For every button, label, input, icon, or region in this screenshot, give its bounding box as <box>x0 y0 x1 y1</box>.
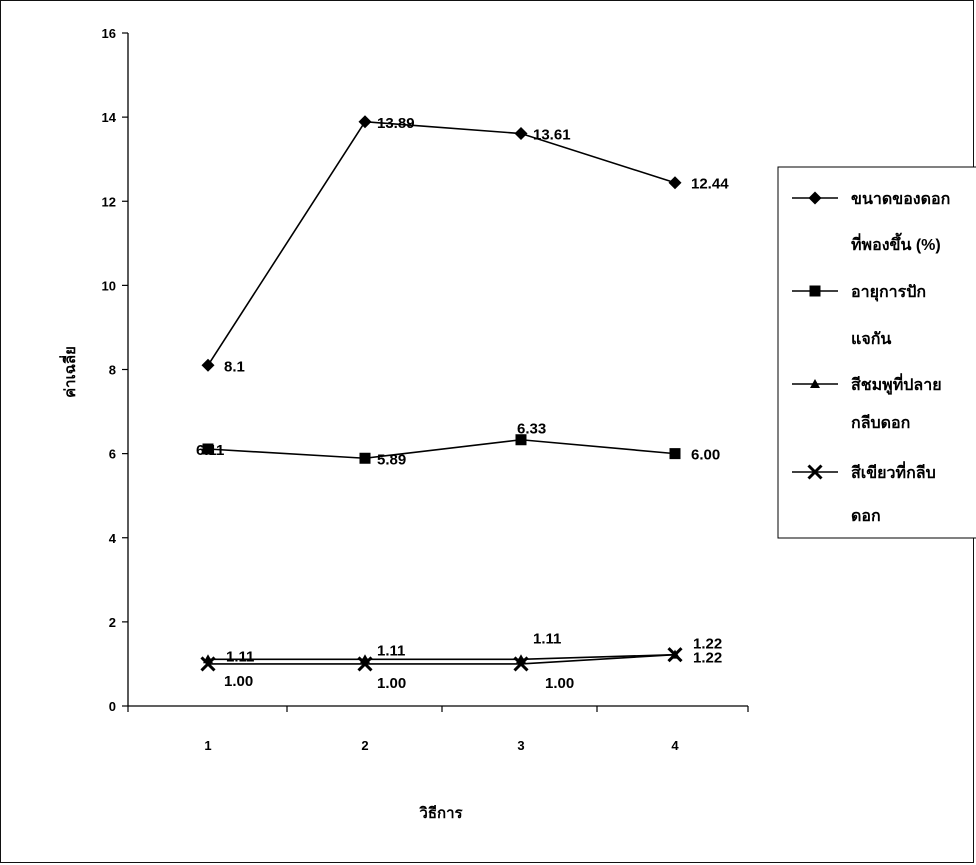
data-labels: 8.1 13.89 13.61 12.44 6.11 5.89 6.33 6.00 1.11 1.… <box>196 115 729 692</box>
x-tick-label: 3 <box>517 738 524 753</box>
data-label-s1-1: 8.1 <box>224 358 245 375</box>
legend-label-3: กลีบดอก <box>851 413 910 432</box>
series-line-1 <box>207 120 676 366</box>
marker-stroke <box>200 656 216 672</box>
legend-label-4: สีเขียวที่กลีบ <box>851 461 936 482</box>
y-tick-label: 10 <box>102 278 116 293</box>
data-point-s1-1 <box>201 358 215 372</box>
y-tick-label: 2 <box>109 615 116 630</box>
data-point-s4-4 <box>667 647 683 663</box>
data-label-s2-1: 6.11 <box>196 442 224 459</box>
legend-marker-3 <box>810 379 820 388</box>
data-point-s4-3 <box>513 656 529 672</box>
data-point-s1-3 <box>514 127 528 141</box>
x-tick-label: 4 <box>671 738 679 753</box>
data-point-s2-2 <box>359 452 371 464</box>
data-point-s2-3 <box>515 434 527 446</box>
series-layer <box>200 115 683 672</box>
data-label-s4-4: 1.22 <box>693 650 722 667</box>
y-tick-label: 6 <box>109 447 116 462</box>
data-label-s3-4: 1.22 <box>693 636 722 653</box>
data-label-s4-3: 1.00 <box>545 675 574 692</box>
x-tick-label: 2 <box>361 738 368 753</box>
marker-stroke <box>667 647 683 663</box>
marker-stroke <box>807 464 823 480</box>
legend-box <box>777 166 976 539</box>
legend-label-2: อายุการปัก <box>851 283 926 302</box>
legend-label-4: ดอก <box>851 508 881 525</box>
legend-marker-2 <box>809 285 821 297</box>
series-line-4 <box>208 653 676 665</box>
y-tick-label: 14 <box>102 110 117 125</box>
data-label-s3-2: 1.11 <box>377 642 405 659</box>
data-label-s1-3: 13.61 <box>533 127 571 144</box>
data-label-s1-4: 12.44 <box>691 176 729 193</box>
x-axis-title: วิธีการ <box>419 804 464 822</box>
data-point-s1-2 <box>358 115 372 129</box>
data-label-s2-3: 6.33 <box>517 421 546 438</box>
data-label-s1-2: 13.89 <box>377 115 415 132</box>
legend-marker-1 <box>808 191 822 205</box>
y-axis-title: ค่าเฉลี่ย <box>59 346 79 398</box>
series-line-3 <box>208 653 676 661</box>
y-tick-label: 16 <box>102 26 116 41</box>
legend-label-1: ขนาดของดอก <box>851 191 950 208</box>
series-line-2 <box>207 438 676 460</box>
y-tick-label: 0 <box>109 699 116 714</box>
legend-label-3: สีชมพูที่ปลาย <box>851 373 942 396</box>
data-label-s2-4: 6.00 <box>691 447 720 464</box>
legend-label-1: ที่พองขึ้น (%) <box>851 232 941 254</box>
data-label-s4-2: 1.00 <box>377 675 406 692</box>
data-point-s4-2 <box>357 656 373 672</box>
data-point-s1-4 <box>668 176 682 190</box>
marker-stroke <box>357 656 373 672</box>
data-point-s4-1 <box>200 656 216 672</box>
data-label-s4-1: 1.00 <box>224 673 253 690</box>
legend-marker-4 <box>807 464 823 480</box>
legend-label-2: แจกัน <box>851 330 891 348</box>
data-point-s2-4 <box>669 448 681 460</box>
data-point-s2-1 <box>202 443 214 455</box>
marker-stroke <box>513 656 529 672</box>
data-label-s2-2: 5.89 <box>377 451 406 468</box>
x-tick-label: 1 <box>204 738 211 753</box>
data-label-s3-1: 1.11 <box>226 648 254 665</box>
y-tick-label: 8 <box>109 363 116 378</box>
y-tick-label: 4 <box>109 531 117 546</box>
y-tick-label: 12 <box>102 194 116 209</box>
data-label-s3-3: 1.11 <box>533 630 561 647</box>
